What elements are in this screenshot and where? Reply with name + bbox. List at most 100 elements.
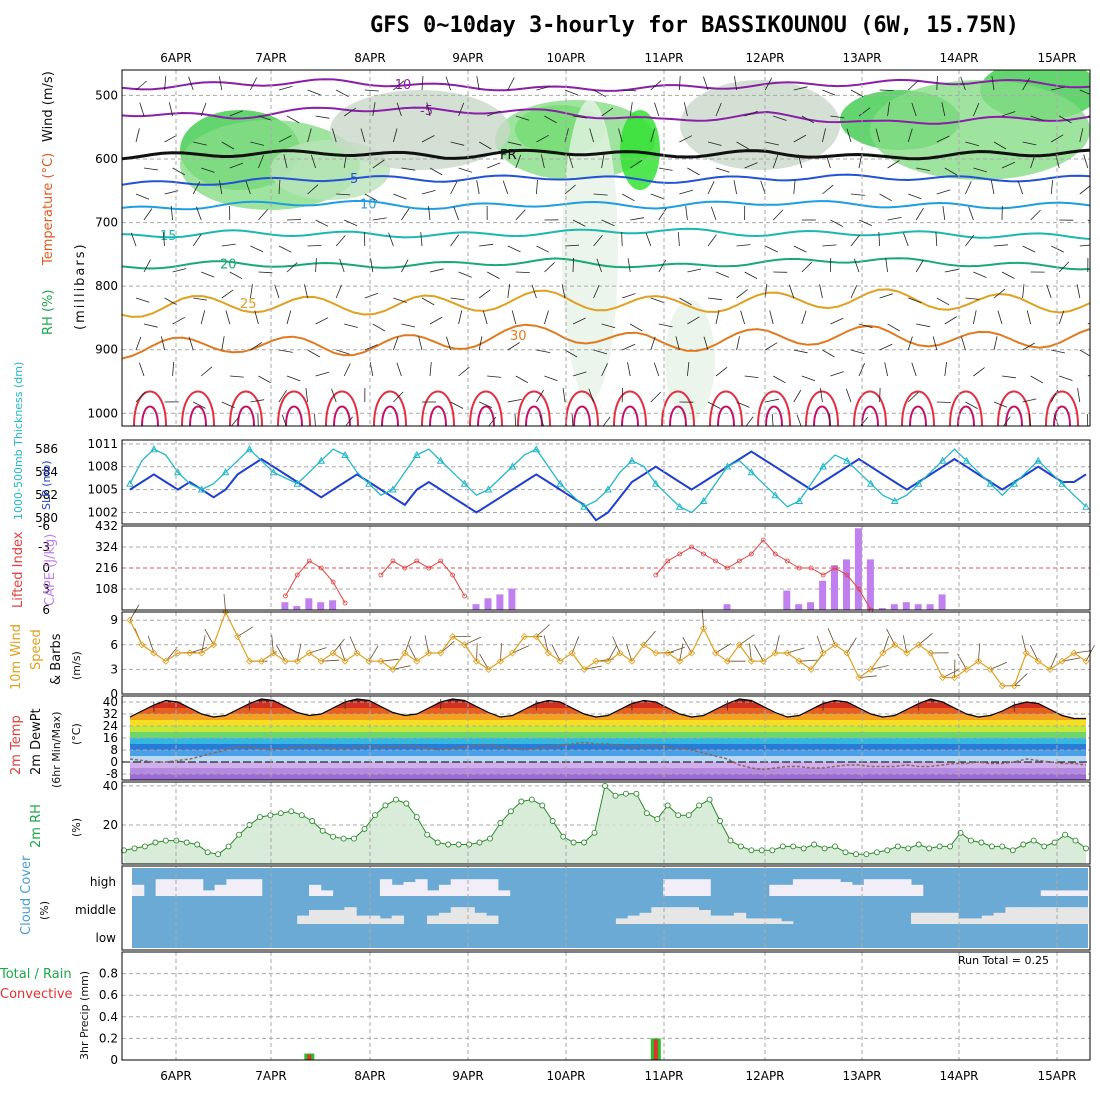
wind-barb (1051, 86, 1065, 91)
wind-barb (793, 389, 802, 403)
y-labels-precip: Total / Rain Convective 3hr Precip (mm) (0, 967, 91, 1060)
ylabel-total-rain: Total / Rain (0, 967, 72, 982)
rh-point (539, 802, 546, 809)
ylabel-cloud-cover: Cloud Cover (19, 855, 34, 935)
wind-barb (601, 154, 605, 169)
wind-speed-point (568, 649, 576, 657)
wind-barb (629, 323, 643, 332)
wind-barb (1026, 310, 1031, 325)
wind-barb (200, 310, 206, 325)
wind-barb (421, 135, 435, 143)
rh-point (487, 835, 493, 842)
cloud-cell-middle (781, 921, 794, 924)
wind-speed-point (281, 657, 289, 665)
wind-barb (335, 235, 346, 247)
li-point (784, 558, 790, 564)
isotherm-line (122, 288, 1090, 318)
wind-speed-point (843, 649, 851, 657)
wind-barb (965, 181, 972, 195)
cloud-cell-middle (1005, 907, 1018, 924)
wind-barb (396, 102, 402, 117)
temp-band (130, 762, 1086, 768)
rh-point (434, 839, 441, 846)
cloud-cell-middle (958, 918, 971, 924)
wind-speed-point (628, 657, 636, 665)
li-point (282, 593, 288, 599)
rh-point (476, 839, 483, 846)
wind-barb (858, 107, 871, 117)
wind-barb (278, 85, 293, 91)
wind-speed-point (365, 657, 373, 665)
contour-loop-magenta (1053, 405, 1071, 426)
rh-point (1009, 847, 1016, 854)
y-labels-temp: 2m Temp 2m DewPt (6hr Min/Max) (°C) (9, 708, 83, 788)
ylabel-millibars: (millibars) (73, 242, 88, 330)
wind-barb (941, 102, 946, 117)
wind-barb-10m (787, 647, 805, 654)
wind-barb (845, 388, 852, 403)
wind-speed-point (437, 649, 445, 657)
wind-barb (225, 310, 231, 325)
wind-barb (572, 317, 586, 325)
wind-barb (507, 399, 522, 403)
cloud-cell-middle (332, 910, 345, 924)
thickness-point (1082, 502, 1090, 510)
ylabel-thickness: 1000-500mb Thickness (dm) (12, 362, 25, 520)
cloud-cell-middle (320, 910, 334, 924)
cloud-cell-high (497, 890, 511, 896)
wind-barb (143, 259, 151, 273)
cloud-cell-middle (1052, 907, 1065, 924)
cloud-cell-middle (486, 915, 499, 924)
wind-barb-10m (612, 636, 621, 654)
li-point (342, 600, 348, 606)
y-tick-thickness: 580 (35, 511, 58, 525)
contour-loop-magenta (381, 405, 399, 426)
panel-frame (121, 695, 1091, 781)
y-tick-wind: 9 (110, 613, 118, 627)
y-tick-temp: 40 (103, 695, 118, 709)
wind-barb (1050, 180, 1054, 195)
contour-loop-red (517, 390, 551, 426)
wind-barb (536, 179, 538, 195)
wind-barb (1050, 134, 1064, 143)
wind-barb (139, 362, 145, 377)
wind-barb (561, 284, 566, 299)
wind-barb (602, 416, 611, 426)
cloud-cell-middle (1029, 907, 1042, 924)
wind-barb (164, 297, 177, 306)
contour-loop-magenta (909, 405, 927, 426)
wind-barb (245, 180, 251, 195)
wind-barb (401, 208, 410, 221)
wind-barb (679, 189, 694, 195)
wind-barb (911, 362, 917, 377)
wind-barb (1022, 398, 1037, 403)
wind-barb (364, 89, 379, 92)
wind-barb (450, 181, 458, 195)
wind-barb (502, 180, 509, 195)
wind-speed-point (986, 665, 994, 673)
wind-barb (568, 154, 574, 169)
wind-barb (879, 89, 894, 91)
cloud-cell-high (462, 879, 475, 896)
contour-loop-magenta (189, 405, 207, 426)
temp-band (130, 732, 1086, 738)
wind-barb-10m (147, 635, 155, 654)
wind-barb-10m (479, 653, 489, 670)
cape-li-panel: 108 216 324 432 -6 -3 0 3 6 (38, 519, 1090, 617)
y-tick-temp: 8 (110, 743, 118, 757)
wind-speed-point (508, 649, 516, 657)
wind-barb-10m (189, 647, 208, 654)
wind-barb (1022, 342, 1035, 351)
cloud-cell-high (403, 882, 416, 896)
wind-barb (627, 362, 631, 377)
wind-speed-point (903, 649, 911, 657)
cloud-cell-high (320, 890, 334, 896)
cloud-cell-high (155, 879, 168, 896)
wind-barb (307, 184, 319, 195)
precip-panel: 0 0.2 0.4 0.6 0.8 (99, 967, 1090, 1067)
wind-barb (221, 336, 225, 351)
y-tick-precip: 0.8 (99, 967, 118, 981)
cloud-cell-middle (438, 912, 452, 924)
wind-barb-10m (882, 635, 890, 654)
wind-barb (172, 316, 186, 325)
